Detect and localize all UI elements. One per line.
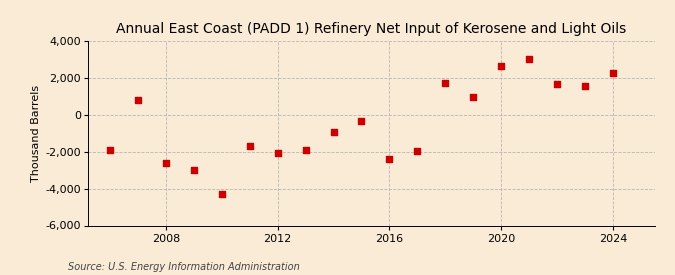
Point xyxy=(412,149,423,153)
Point xyxy=(188,168,199,172)
Point xyxy=(524,57,535,61)
Point xyxy=(440,81,451,85)
Title: Annual East Coast (PADD 1) Refinery Net Input of Kerosene and Light Oils: Annual East Coast (PADD 1) Refinery Net … xyxy=(116,22,626,36)
Point xyxy=(217,192,227,196)
Point xyxy=(356,119,367,123)
Y-axis label: Thousand Barrels: Thousand Barrels xyxy=(31,85,41,182)
Point xyxy=(244,144,255,148)
Point xyxy=(608,71,618,76)
Point xyxy=(551,81,562,86)
Text: Source: U.S. Energy Information Administration: Source: U.S. Energy Information Administ… xyxy=(68,262,299,272)
Point xyxy=(328,129,339,134)
Point xyxy=(580,84,591,89)
Point xyxy=(105,148,115,152)
Point xyxy=(495,64,506,68)
Point xyxy=(161,161,171,165)
Point xyxy=(384,157,395,161)
Point xyxy=(132,98,143,102)
Point xyxy=(468,94,479,99)
Point xyxy=(272,150,283,155)
Point xyxy=(300,148,311,152)
